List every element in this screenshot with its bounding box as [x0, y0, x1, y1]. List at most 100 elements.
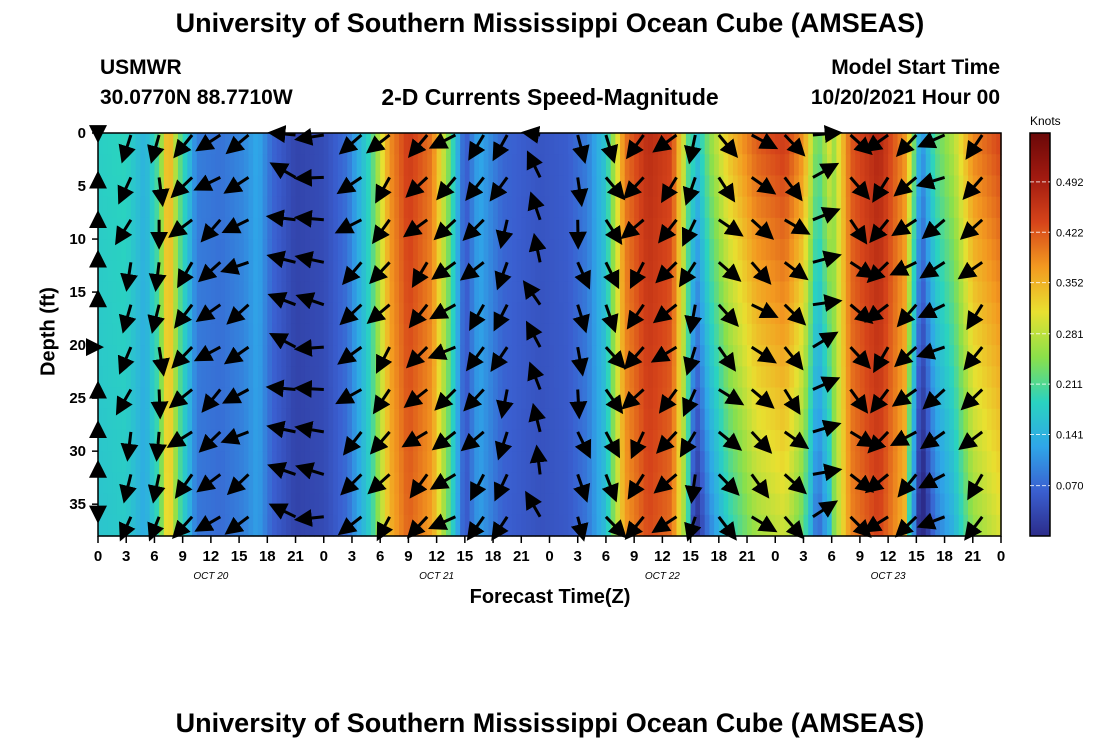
heatmap-cell [356, 387, 362, 410]
heatmap-cell [159, 387, 165, 410]
heatmap-cell [431, 217, 438, 240]
heatmap-cell [337, 472, 344, 495]
heatmap-cell [182, 451, 188, 473]
x-tick-label: 0 [545, 548, 553, 565]
heatmap-cell [375, 366, 381, 389]
heatmap-cell [704, 196, 710, 219]
heatmap-cell [949, 281, 955, 304]
heatmap-cell [728, 196, 734, 219]
heatmap-cell [996, 133, 1002, 155]
heatmap-cell [488, 408, 494, 431]
heatmap-cell [977, 493, 983, 516]
heatmap-cell [347, 323, 353, 346]
heatmap-cell [253, 196, 259, 219]
heatmap-cell [878, 366, 885, 389]
heatmap-cell [935, 175, 941, 198]
heatmap-cell [544, 345, 551, 367]
heatmap-cell [516, 366, 522, 389]
heatmap-cell [173, 387, 179, 410]
heatmap-cell [667, 281, 673, 304]
current-vector [115, 388, 133, 416]
heatmap-cell [657, 472, 663, 495]
heatmap-cell [643, 196, 649, 219]
heatmap-cell [596, 493, 602, 516]
heatmap-cell [314, 323, 320, 346]
heatmap-cell [845, 323, 852, 346]
heatmap-cell [460, 175, 466, 198]
heatmap-cell [568, 429, 574, 452]
heatmap-cell [573, 175, 579, 198]
heatmap-cell [206, 408, 212, 431]
heatmap-cell [201, 366, 207, 389]
heatmap-cell [808, 493, 814, 516]
heatmap-cell [601, 408, 607, 431]
heatmap-cell [286, 514, 292, 537]
heatmap-cell [380, 451, 386, 473]
heatmap-cell [464, 472, 471, 495]
heatmap-cell [248, 302, 254, 325]
heatmap-cell [286, 217, 292, 240]
heatmap-cell [347, 451, 353, 473]
heatmap-cell [253, 302, 259, 325]
heatmap-cell [366, 387, 372, 410]
heatmap-cell [272, 345, 278, 367]
heatmap-cell [399, 345, 405, 367]
heatmap-cell [643, 239, 649, 261]
heatmap-cell [488, 260, 494, 283]
day-label: OCT 21 [419, 571, 454, 582]
heatmap-cell [309, 217, 315, 240]
heatmap-cell [493, 387, 499, 410]
heatmap-cell [102, 345, 108, 367]
heatmap-cell [450, 387, 457, 410]
heatmap-cell [751, 302, 758, 325]
heatmap-cell [591, 451, 598, 473]
heatmap-cell [257, 239, 264, 261]
heatmap-cell [723, 239, 729, 261]
heatmap-cell [102, 133, 108, 155]
y-tick-label: 25 [69, 390, 86, 407]
heatmap-cell [286, 302, 292, 325]
heatmap-cell [916, 260, 922, 283]
heatmap-cell [511, 472, 518, 495]
heatmap-cell [826, 260, 833, 283]
heatmap-cell [742, 514, 748, 537]
heatmap-cell [737, 408, 743, 431]
heatmap-cell [657, 281, 663, 304]
heatmap-cell [883, 133, 889, 155]
heatmap-cell [417, 196, 424, 219]
current-vector [267, 291, 297, 309]
heatmap-cell [953, 196, 960, 219]
current-vector [294, 128, 325, 146]
heatmap-cell [643, 133, 649, 155]
heatmap-cell [215, 429, 221, 452]
heatmap-cell [779, 260, 786, 283]
heatmap-cell [808, 366, 814, 389]
heatmap-cell [356, 281, 362, 304]
heatmap-cell [808, 429, 814, 452]
heatmap-cell [361, 133, 367, 155]
heatmap-cell [892, 323, 899, 346]
heatmap-cell [723, 154, 729, 177]
heatmap-cell [370, 281, 377, 304]
heatmap-cell [328, 451, 334, 473]
heatmap-cell [930, 154, 936, 177]
heatmap-cell [253, 323, 259, 346]
heatmap-cell [384, 366, 391, 389]
heatmap-cell [587, 196, 593, 219]
colorbar-tick-label: 0.211 [1056, 379, 1083, 391]
heatmap-cell [384, 281, 391, 304]
heatmap-cell [718, 260, 725, 283]
current-vector [490, 346, 509, 372]
heatmap-cell [399, 175, 405, 198]
heatmap-cell [493, 154, 499, 177]
current-vector [527, 191, 545, 221]
heatmap-cell [389, 154, 395, 177]
heatmap-cell [732, 429, 739, 452]
heatmap-cell [511, 133, 518, 155]
heatmap-cell [789, 366, 795, 389]
heatmap-cell [671, 493, 678, 516]
heatmap-cell [262, 302, 268, 325]
heatmap-cell [601, 451, 607, 473]
heatmap-cell [394, 217, 400, 240]
heatmap-cell [892, 387, 899, 410]
